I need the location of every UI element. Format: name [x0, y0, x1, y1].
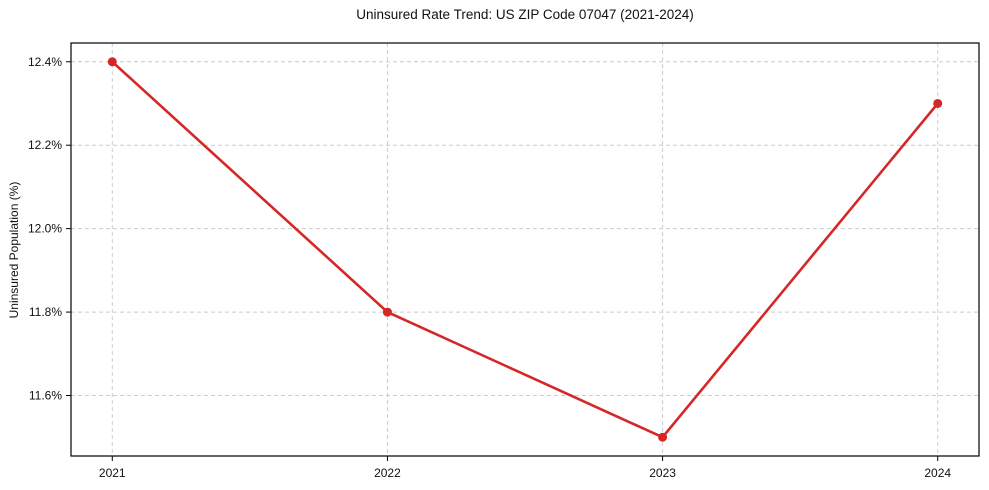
y-tick-label: 11.6%	[29, 389, 62, 403]
x-tick-label: 2021	[99, 466, 126, 480]
trend-line	[110, 60, 940, 439]
y-tick-label: 12.2%	[28, 138, 62, 152]
data-point	[658, 432, 668, 442]
data-point	[933, 98, 943, 108]
plot-border	[70, 42, 980, 457]
data-point	[382, 307, 392, 317]
y-tick-label: 12.0%	[28, 222, 62, 236]
x-tick-label: 2024	[924, 466, 951, 480]
y-tick-label: 12.4%	[28, 55, 62, 69]
x-tick-label: 2022	[374, 466, 401, 480]
x-tick-label: 2023	[649, 466, 676, 480]
y-axis-label: Uninsured Population (%)	[7, 181, 21, 319]
y-tick-label: 11.8%	[29, 305, 62, 319]
chart-title: Uninsured Rate Trend: US ZIP Code 07047 …	[356, 7, 694, 22]
data-point	[107, 57, 117, 67]
